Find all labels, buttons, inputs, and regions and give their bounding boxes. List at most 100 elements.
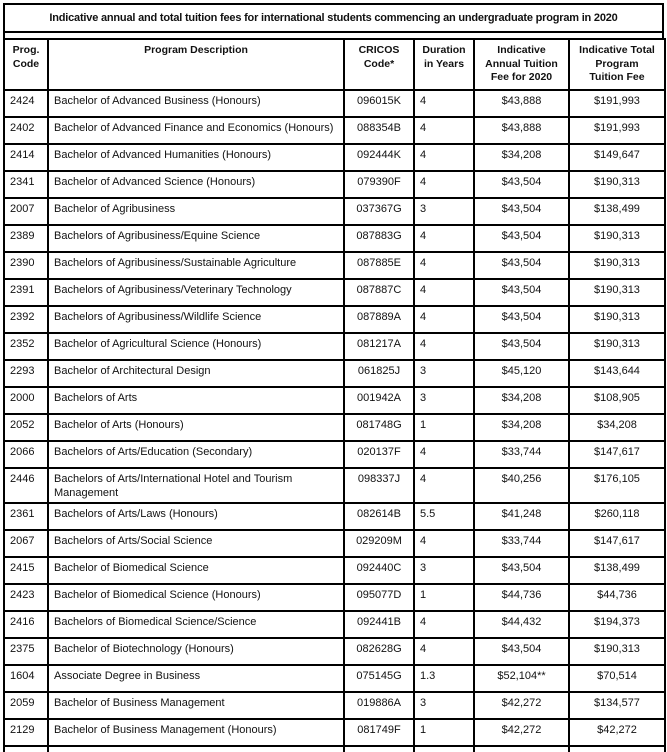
cricos-code-cell: 075145G — [343, 664, 415, 694]
cricos-code-cell: 081748G — [343, 412, 415, 442]
column-header-annual-fee: Indicative Annual Tuition Fee for 2020 — [473, 38, 570, 91]
prog-code-cell: 2389 — [3, 223, 49, 253]
program-description-cell: Bachelor of Agricultural Science (Honour… — [47, 331, 345, 361]
duration-cell: 4 — [413, 466, 475, 505]
annual-fee-cell: $44,432 — [473, 610, 570, 640]
total-fee-cell: $134,577 — [568, 691, 666, 721]
cricos-code-cell: 079390F — [343, 169, 415, 199]
annual-fee-cell: $43,504 — [473, 304, 570, 334]
cricos-code-cell: 029209M — [343, 529, 415, 559]
program-description-cell: Bachelor of Advanced Science (Honours) — [47, 169, 345, 199]
program-description-cell: Associate Degree in Business — [47, 664, 345, 694]
cricos-code-cell: 087889A — [343, 304, 415, 334]
program-description-cell: Bachelors of Agribusiness/Veterinary Tec… — [47, 277, 345, 307]
cricos-code-cell: 087885E — [343, 250, 415, 280]
total-fee-cell: $190,313 — [568, 331, 666, 361]
program-description-cell: Bachelor of Advanced Humanities (Honours… — [47, 142, 345, 172]
table-title: Indicative annual and total tuition fees… — [49, 12, 618, 24]
program-description-cell: Bachelors of Agribusiness/Equine Science — [47, 223, 345, 253]
total-fee-cell: $143,644 — [568, 358, 666, 388]
program-description-cell: Bachelor of Advanced Finance and Economi… — [47, 115, 345, 145]
cricos-code-cell: 020137F — [343, 439, 415, 469]
prog-code-cell: 2067 — [3, 529, 49, 559]
total-fee-cell: $108,905 — [568, 385, 666, 415]
prog-code-cell: 2066 — [3, 439, 49, 469]
prog-code-cell: 1604 — [3, 664, 49, 694]
annual-fee-cell: $43,504 — [473, 250, 570, 280]
table-row: 2293 Bachelor of Architectural Design 06… — [3, 358, 666, 388]
duration-cell: 1 — [413, 412, 475, 442]
fees-table-body: 2424 Bachelor of Advanced Business (Hono… — [3, 88, 666, 748]
table-row: 2052 Bachelor of Arts (Honours) 081748G … — [3, 412, 666, 442]
annual-fee-cell: $45,120 — [473, 358, 570, 388]
program-description-cell: Bachelors of Agribusiness/Wildlife Scien… — [47, 304, 345, 334]
cricos-code-cell: 096015K — [343, 88, 415, 118]
cricos-code-cell: 019886A — [343, 691, 415, 721]
table-row: 2352 Bachelor of Agricultural Science (H… — [3, 331, 666, 361]
table-row: 2067 Bachelors of Arts/Social Science 02… — [3, 529, 666, 559]
total-fee-cell: $194,373 — [568, 610, 666, 640]
duration-cell: 4 — [413, 637, 475, 667]
title-table-spacer — [3, 33, 664, 38]
program-description-cell: Bachelor of Advanced Business (Honours) — [47, 88, 345, 118]
cricos-code-cell: 082628G — [343, 637, 415, 667]
table-row: 1604 Associate Degree in Business 075145… — [3, 664, 666, 694]
annual-fee-cell: $44,736 — [473, 583, 570, 613]
prog-code-cell: 2341 — [3, 169, 49, 199]
total-fee-cell: $138,499 — [568, 556, 666, 586]
total-fee-cell: $191,993 — [568, 88, 666, 118]
prog-code-cell: 2415 — [3, 556, 49, 586]
duration-cell: 4 — [413, 610, 475, 640]
duration-cell: 3 — [413, 385, 475, 415]
column-header-program-description: Program Description — [47, 38, 345, 91]
total-fee-cell: $149,647 — [568, 142, 666, 172]
duration-cell: 4 — [413, 439, 475, 469]
duration-cell: 3 — [413, 556, 475, 586]
annual-fee-cell: $43,504 — [473, 223, 570, 253]
annual-fee-cell: $40,256 — [473, 466, 570, 505]
total-fee-cell: $147,617 — [568, 439, 666, 469]
duration-cell: 4 — [413, 529, 475, 559]
column-header-cricos-code: CRICOS Code* — [343, 38, 415, 91]
table-row: 2416 Bachelors of Biomedical Science/Sci… — [3, 610, 666, 640]
prog-code-cell: 2391 — [3, 277, 49, 307]
duration-cell: 3 — [413, 196, 475, 226]
total-fee-cell: $260,118 — [568, 502, 666, 532]
total-fee-cell: $138,499 — [568, 196, 666, 226]
total-fee-cell: $191,993 — [568, 115, 666, 145]
duration-cell: 3 — [413, 358, 475, 388]
table-row: 2414 Bachelor of Advanced Humanities (Ho… — [3, 142, 666, 172]
program-description-cell: Bachelors of Arts/Laws (Honours) — [47, 502, 345, 532]
program-description-cell: Bachelor of Arts (Honours) — [47, 412, 345, 442]
fees-table: Prog. Code Program Description CRICOS Co… — [3, 38, 666, 752]
prog-code-cell: 2414 — [3, 142, 49, 172]
annual-fee-cell: $43,888 — [473, 88, 570, 118]
cricos-code-cell: 001942A — [343, 385, 415, 415]
table-row: 2446 Bachelors of Arts/International Hot… — [3, 466, 666, 505]
total-fee-cell: $42,272 — [568, 718, 666, 748]
prog-code-cell: 2352 — [3, 331, 49, 361]
table-title-box: Indicative annual and total tuition fees… — [3, 3, 664, 33]
program-description-cell: Bachelor of Biotechnology (Honours) — [47, 637, 345, 667]
program-description-cell: Bachelors of Biomedical Science/Science — [47, 610, 345, 640]
total-fee-cell: $190,313 — [568, 637, 666, 667]
table-row: 2389 Bachelors of Agribusiness/Equine Sc… — [3, 223, 666, 253]
annual-fee-cell: $43,888 — [473, 115, 570, 145]
cricos-code-cell: 037367G — [343, 196, 415, 226]
program-description-cell: Bachelor of Business Management (Honours… — [47, 718, 345, 748]
prog-code-cell: 2423 — [3, 583, 49, 613]
duration-cell: 4 — [413, 142, 475, 172]
total-fee-cell: $190,313 — [568, 304, 666, 334]
prog-code-cell: 2000 — [3, 385, 49, 415]
annual-fee-cell: $33,744 — [473, 529, 570, 559]
header-row: Prog. Code Program Description CRICOS Co… — [3, 38, 666, 91]
annual-fee-cell: $43,504 — [473, 556, 570, 586]
column-header-total-fee: Indicative Total Program Tuition Fee — [568, 38, 666, 91]
duration-cell: 4 — [413, 304, 475, 334]
total-fee-cell: $44,736 — [568, 583, 666, 613]
annual-fee-cell: $43,504 — [473, 169, 570, 199]
program-description-cell: Bachelors of Arts/Education (Secondary) — [47, 439, 345, 469]
annual-fee-cell: $34,208 — [473, 385, 570, 415]
program-description-cell: Bachelor of Architectural Design — [47, 358, 345, 388]
